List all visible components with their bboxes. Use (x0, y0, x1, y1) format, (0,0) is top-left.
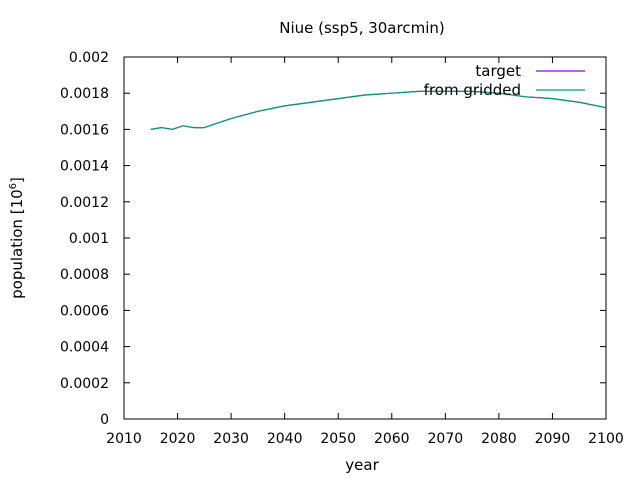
y-axis-label-exponent: 6 (8, 183, 19, 189)
y-axis-label: population [106] (8, 177, 26, 299)
x-tick-label: 2020 (160, 431, 196, 447)
x-axis-label: year (345, 456, 379, 474)
plot-area: 2010 2020 2030 2040 2050 2060 2070 2080 2090 2100… (60, 50, 624, 447)
x-tick-label: 2010 (106, 431, 142, 447)
x-tick-label: 2030 (213, 431, 249, 447)
y-tick-label: 0 (100, 412, 109, 428)
y-tick-label: 0.0004 (60, 340, 109, 356)
x-tick-label: 2080 (481, 431, 517, 447)
x-tick-label: 2070 (428, 431, 464, 447)
plot-frame (123, 56, 607, 420)
y-axis-label-base: population [10 (8, 189, 26, 299)
y-tick-label: 0.0002 (60, 376, 109, 392)
y-axis-label-close: ] (8, 177, 26, 183)
y-tick-label: 0.0014 (60, 159, 109, 175)
x-tick-label: 2060 (374, 431, 410, 447)
series-line-from-gridded (150, 90, 607, 130)
y-tick-label: 0.0008 (60, 267, 109, 283)
y-tick-label: 0.002 (69, 50, 109, 66)
y-axis-label-group: population [106] (8, 177, 26, 299)
y-tick-label: 0.0012 (60, 195, 109, 211)
y-tick-label: 0.0006 (60, 303, 109, 319)
y-tick-label: 0.0016 (60, 122, 109, 138)
x-tick-label: 2100 (588, 431, 624, 447)
legend-label: from gridded (424, 81, 521, 99)
x-tick-label: 2040 (267, 431, 303, 447)
x-tick-label: 2050 (320, 431, 356, 447)
chart-title: Niue (ssp5, 30arcmin) (279, 19, 444, 37)
x-tick-label: 2090 (535, 431, 571, 447)
y-tick-label: 0.0018 (60, 86, 109, 102)
legend-label: target (475, 62, 521, 80)
y-tick-label: 0.001 (69, 231, 109, 247)
